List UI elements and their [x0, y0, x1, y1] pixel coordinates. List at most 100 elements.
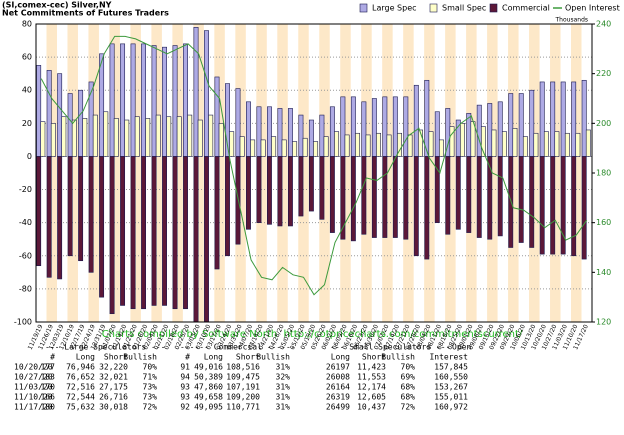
bar — [581, 79, 587, 157]
bar — [543, 131, 549, 157]
bar — [564, 132, 570, 157]
bar — [103, 111, 109, 157]
table-cell: 72% — [143, 403, 158, 412]
legend-label: Small Spec — [442, 4, 486, 13]
table-cell: 49,016 — [194, 363, 223, 372]
bar — [434, 111, 440, 157]
table-date: 11/03/20 — [14, 383, 53, 392]
table-date: 11/10/20 — [14, 393, 53, 402]
bar — [585, 129, 591, 157]
table-cell: 75,632 — [66, 403, 95, 412]
table-cell: 92 — [180, 403, 190, 412]
bar — [487, 156, 493, 240]
table-cell: 93 — [180, 393, 190, 402]
bar — [313, 141, 319, 157]
legend-label: Commercial — [502, 4, 550, 13]
table-column: Interest — [429, 353, 468, 362]
bar — [460, 123, 465, 157]
bar — [214, 156, 220, 270]
bar — [166, 116, 172, 157]
bar — [491, 129, 497, 157]
bar — [204, 156, 209, 323]
y2-tick-label: 140 — [596, 268, 611, 277]
bar — [418, 129, 423, 157]
bar — [193, 27, 199, 157]
y2-tick-label: 120 — [596, 318, 611, 327]
bar — [365, 134, 371, 157]
bar — [187, 114, 193, 157]
week-band — [46, 24, 57, 322]
bar — [277, 156, 283, 227]
bar — [392, 96, 398, 157]
table-column: Long — [204, 353, 223, 362]
table-cell: 94 — [180, 373, 190, 382]
table-cell: 155,011 — [434, 393, 468, 402]
legend-label: Open Interest — [565, 4, 620, 13]
table-group: --- Small Speculators --- — [330, 343, 450, 352]
table-cell: 180 — [41, 403, 56, 412]
bar — [109, 156, 115, 315]
bar — [46, 156, 52, 278]
bar — [92, 114, 98, 157]
bar — [539, 156, 545, 255]
legend-swatch — [359, 3, 368, 13]
table-cell: 26164 — [326, 383, 350, 392]
bar — [575, 132, 581, 157]
bar — [386, 134, 392, 157]
bar — [518, 93, 524, 157]
bar — [57, 156, 63, 280]
bar — [235, 88, 241, 157]
table-cell: 109,200 — [226, 393, 260, 402]
bar — [208, 114, 214, 157]
week-band — [529, 24, 540, 322]
bar — [533, 132, 539, 157]
bar — [539, 81, 545, 157]
bar — [78, 89, 84, 157]
legend-swatch — [489, 3, 498, 13]
bar — [50, 123, 56, 157]
table-cell: 31% — [276, 363, 291, 372]
table-column: Short — [236, 353, 260, 362]
table-cell: 32% — [276, 373, 291, 382]
bar — [560, 81, 566, 157]
bar — [413, 84, 419, 157]
bar — [36, 156, 42, 267]
table-cell: 31% — [276, 403, 291, 412]
table-cell: 49,658 — [194, 393, 223, 402]
bar — [292, 141, 298, 157]
y-tick-label: 60 — [22, 53, 32, 62]
y-tick-label: 40 — [22, 86, 32, 95]
table-cell: 10,437 — [357, 403, 386, 412]
table-cell: 32,220 — [99, 363, 128, 372]
bar — [382, 96, 388, 157]
week-band — [361, 24, 372, 322]
bar — [266, 156, 272, 225]
bar — [329, 106, 335, 157]
bar — [120, 43, 126, 157]
bar — [193, 156, 199, 323]
y2-tick-label: 160 — [596, 218, 611, 227]
bar — [428, 131, 434, 157]
bar — [466, 113, 472, 157]
table-cell: 30,018 — [99, 403, 128, 412]
bar — [392, 156, 398, 238]
bar — [134, 116, 140, 157]
table-group: Open — [452, 343, 471, 352]
bar — [308, 156, 314, 212]
table-cell: 73% — [143, 383, 158, 392]
bar — [344, 134, 350, 157]
bar — [350, 156, 356, 242]
week-band — [424, 24, 435, 322]
bar — [529, 156, 535, 248]
table-cell: 26008 — [326, 373, 350, 382]
bar — [376, 132, 381, 157]
bar — [61, 116, 67, 157]
bar — [340, 156, 346, 240]
table-group: --- Large Speculators --- — [45, 343, 165, 352]
bar — [120, 156, 126, 306]
bar — [497, 156, 503, 237]
bar — [266, 106, 272, 157]
bar — [371, 156, 377, 238]
table-column: Bullish — [381, 353, 415, 362]
